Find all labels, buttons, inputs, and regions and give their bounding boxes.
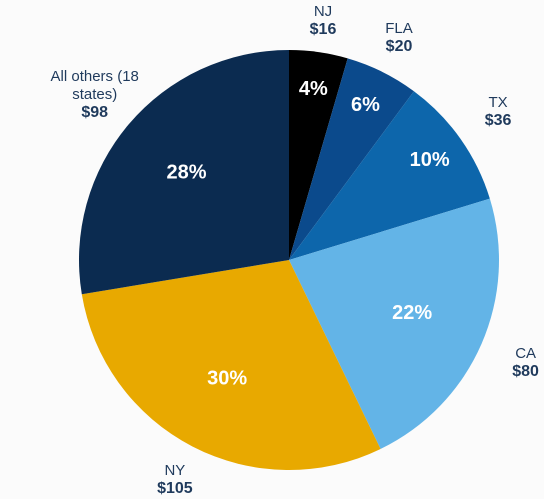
slice-label: CA $80 bbox=[480, 345, 544, 381]
category-label: NY bbox=[164, 462, 186, 480]
pie-slice bbox=[78, 50, 289, 295]
slice-label: FLA $20 bbox=[353, 20, 445, 56]
category-label: FLA bbox=[385, 20, 413, 37]
pie-slice bbox=[289, 50, 348, 260]
value-label: $80 bbox=[512, 363, 539, 381]
percent-label: 10% bbox=[410, 149, 450, 171]
value-label: $20 bbox=[385, 38, 413, 55]
slice-label: NY $105 bbox=[129, 462, 221, 498]
category-label: TX bbox=[488, 94, 508, 112]
slice-label: NJ $16 bbox=[277, 3, 369, 39]
slice-label: All others (18 states) $98 bbox=[49, 68, 141, 122]
slice-label: TX $36 bbox=[452, 94, 544, 130]
value-label: $98 bbox=[81, 104, 109, 122]
percent-label: 6% bbox=[351, 94, 380, 116]
pie-slice bbox=[289, 91, 490, 260]
percent-label: 22% bbox=[392, 302, 432, 324]
value-label: $36 bbox=[484, 112, 512, 130]
percent-label: 30% bbox=[207, 368, 247, 390]
percent-label: 4% bbox=[299, 78, 328, 100]
category-label: All others (18 states) bbox=[50, 68, 139, 104]
percent-label: 28% bbox=[166, 161, 206, 183]
value-label: $105 bbox=[157, 480, 193, 498]
pie-slice bbox=[289, 198, 499, 449]
pie-slice bbox=[289, 58, 414, 260]
category-label: CA bbox=[515, 345, 537, 363]
value-label: $16 bbox=[309, 21, 337, 39]
category-label: NJ bbox=[313, 3, 333, 21]
pie-slice bbox=[81, 260, 381, 471]
